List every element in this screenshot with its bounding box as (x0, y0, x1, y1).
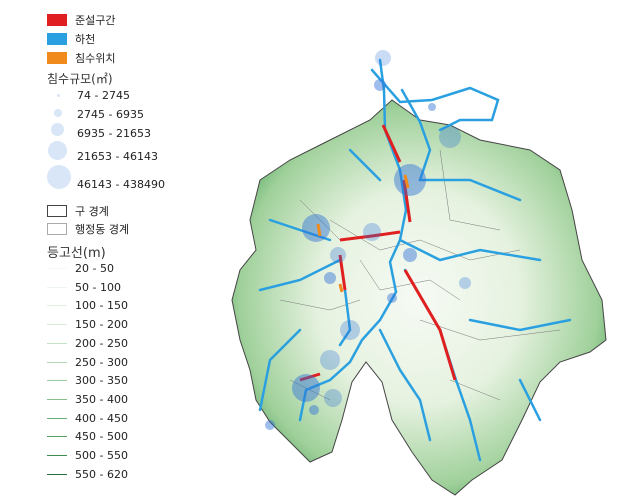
legend-river: 하천 (75, 33, 96, 46)
legend-dredging: 준설구간 (75, 14, 116, 27)
district-area (231, 99, 607, 496)
contour-line-swatch (47, 268, 67, 269)
contour-label: 350 - 400 (75, 392, 128, 406)
contour-label: 550 - 620 (75, 467, 128, 481)
flood-scale-label: 74 - 2745 (77, 89, 130, 102)
contour-legend-item: 450 - 500 (47, 430, 128, 443)
contour-legend-item: 20 - 50 (47, 262, 114, 275)
contour-label: 300 - 350 (75, 374, 128, 388)
contour-line-swatch (47, 361, 67, 363)
dredging-sections (299, 124, 457, 382)
contour-line-swatch (47, 324, 67, 326)
legend: 준설구간 하천 침수위치 침수규모(㎡) 74 - 2745 2745 - 69… (0, 0, 220, 503)
flood-size-circle (48, 141, 67, 160)
flood-scale-label: 6935 - 21653 (77, 127, 151, 140)
flood-size-circle (47, 165, 71, 189)
contour-title: 등고선(m) (47, 246, 106, 261)
contour-legend-item: 50 - 100 (47, 281, 121, 294)
flood-scale-label: 21653 - 46143 (77, 150, 158, 163)
contour-label: 450 - 500 (75, 430, 128, 444)
flood-scale-label: 46143 - 438490 (77, 178, 165, 191)
legend-dong-boundary: 행정동 경계 (75, 223, 130, 236)
rivers (258, 58, 572, 462)
flood-locations (316, 174, 410, 293)
gu-boundary-swatch (47, 205, 67, 217)
flood-size-circle (57, 94, 60, 97)
contour-line-swatch (47, 342, 67, 344)
contour-line-swatch (47, 417, 67, 419)
contour-label: 250 - 300 (75, 355, 128, 369)
contour-legend-item: 200 - 250 (47, 337, 128, 350)
contour-label: 500 - 550 (75, 449, 128, 462)
flood-scale-label: 2745 - 6935 (77, 108, 144, 121)
contour-label: 50 - 100 (75, 280, 121, 294)
flood-size-circle (51, 123, 64, 136)
contour-line-swatch (47, 455, 67, 456)
flood-scale-title: 침수규모(㎡) (47, 72, 113, 86)
contour-label: 100 - 150 (75, 299, 128, 313)
contour-legend-item: 300 - 350 (47, 374, 128, 387)
contour-label: 20 - 50 (75, 262, 114, 275)
contour-label: 400 - 450 (75, 411, 128, 425)
river-swatch (47, 33, 67, 45)
contour-legend-item: 350 - 400 (47, 393, 128, 406)
contour-line-swatch (47, 305, 67, 307)
contour-line-swatch (47, 286, 67, 288)
contour-legend-item: 100 - 150 (47, 299, 128, 312)
legend-flood-location: 침수위치 (75, 52, 116, 65)
contour-legend-item: 500 - 550 (47, 449, 128, 462)
dredging-swatch (47, 14, 67, 26)
contour-line-swatch (47, 380, 67, 382)
contour-label: 200 - 250 (75, 336, 128, 350)
contour-legend-item: 400 - 450 (47, 412, 128, 425)
contour-legend-item: 550 - 620 (47, 468, 128, 481)
flood-circles (265, 50, 471, 430)
flood-location-swatch (47, 52, 67, 64)
contour-legend-item: 150 - 200 (47, 318, 128, 331)
contour-legend-item: 250 - 300 (47, 356, 128, 369)
dong-boundary-swatch (47, 223, 67, 235)
flood-size-circle (54, 109, 62, 117)
contour-line-swatch (47, 473, 67, 475)
contour-line-swatch (47, 398, 67, 400)
legend-gu-boundary: 구 경계 (75, 205, 109, 218)
contour-label: 150 - 200 (75, 318, 128, 332)
contour-line-swatch (47, 436, 67, 438)
